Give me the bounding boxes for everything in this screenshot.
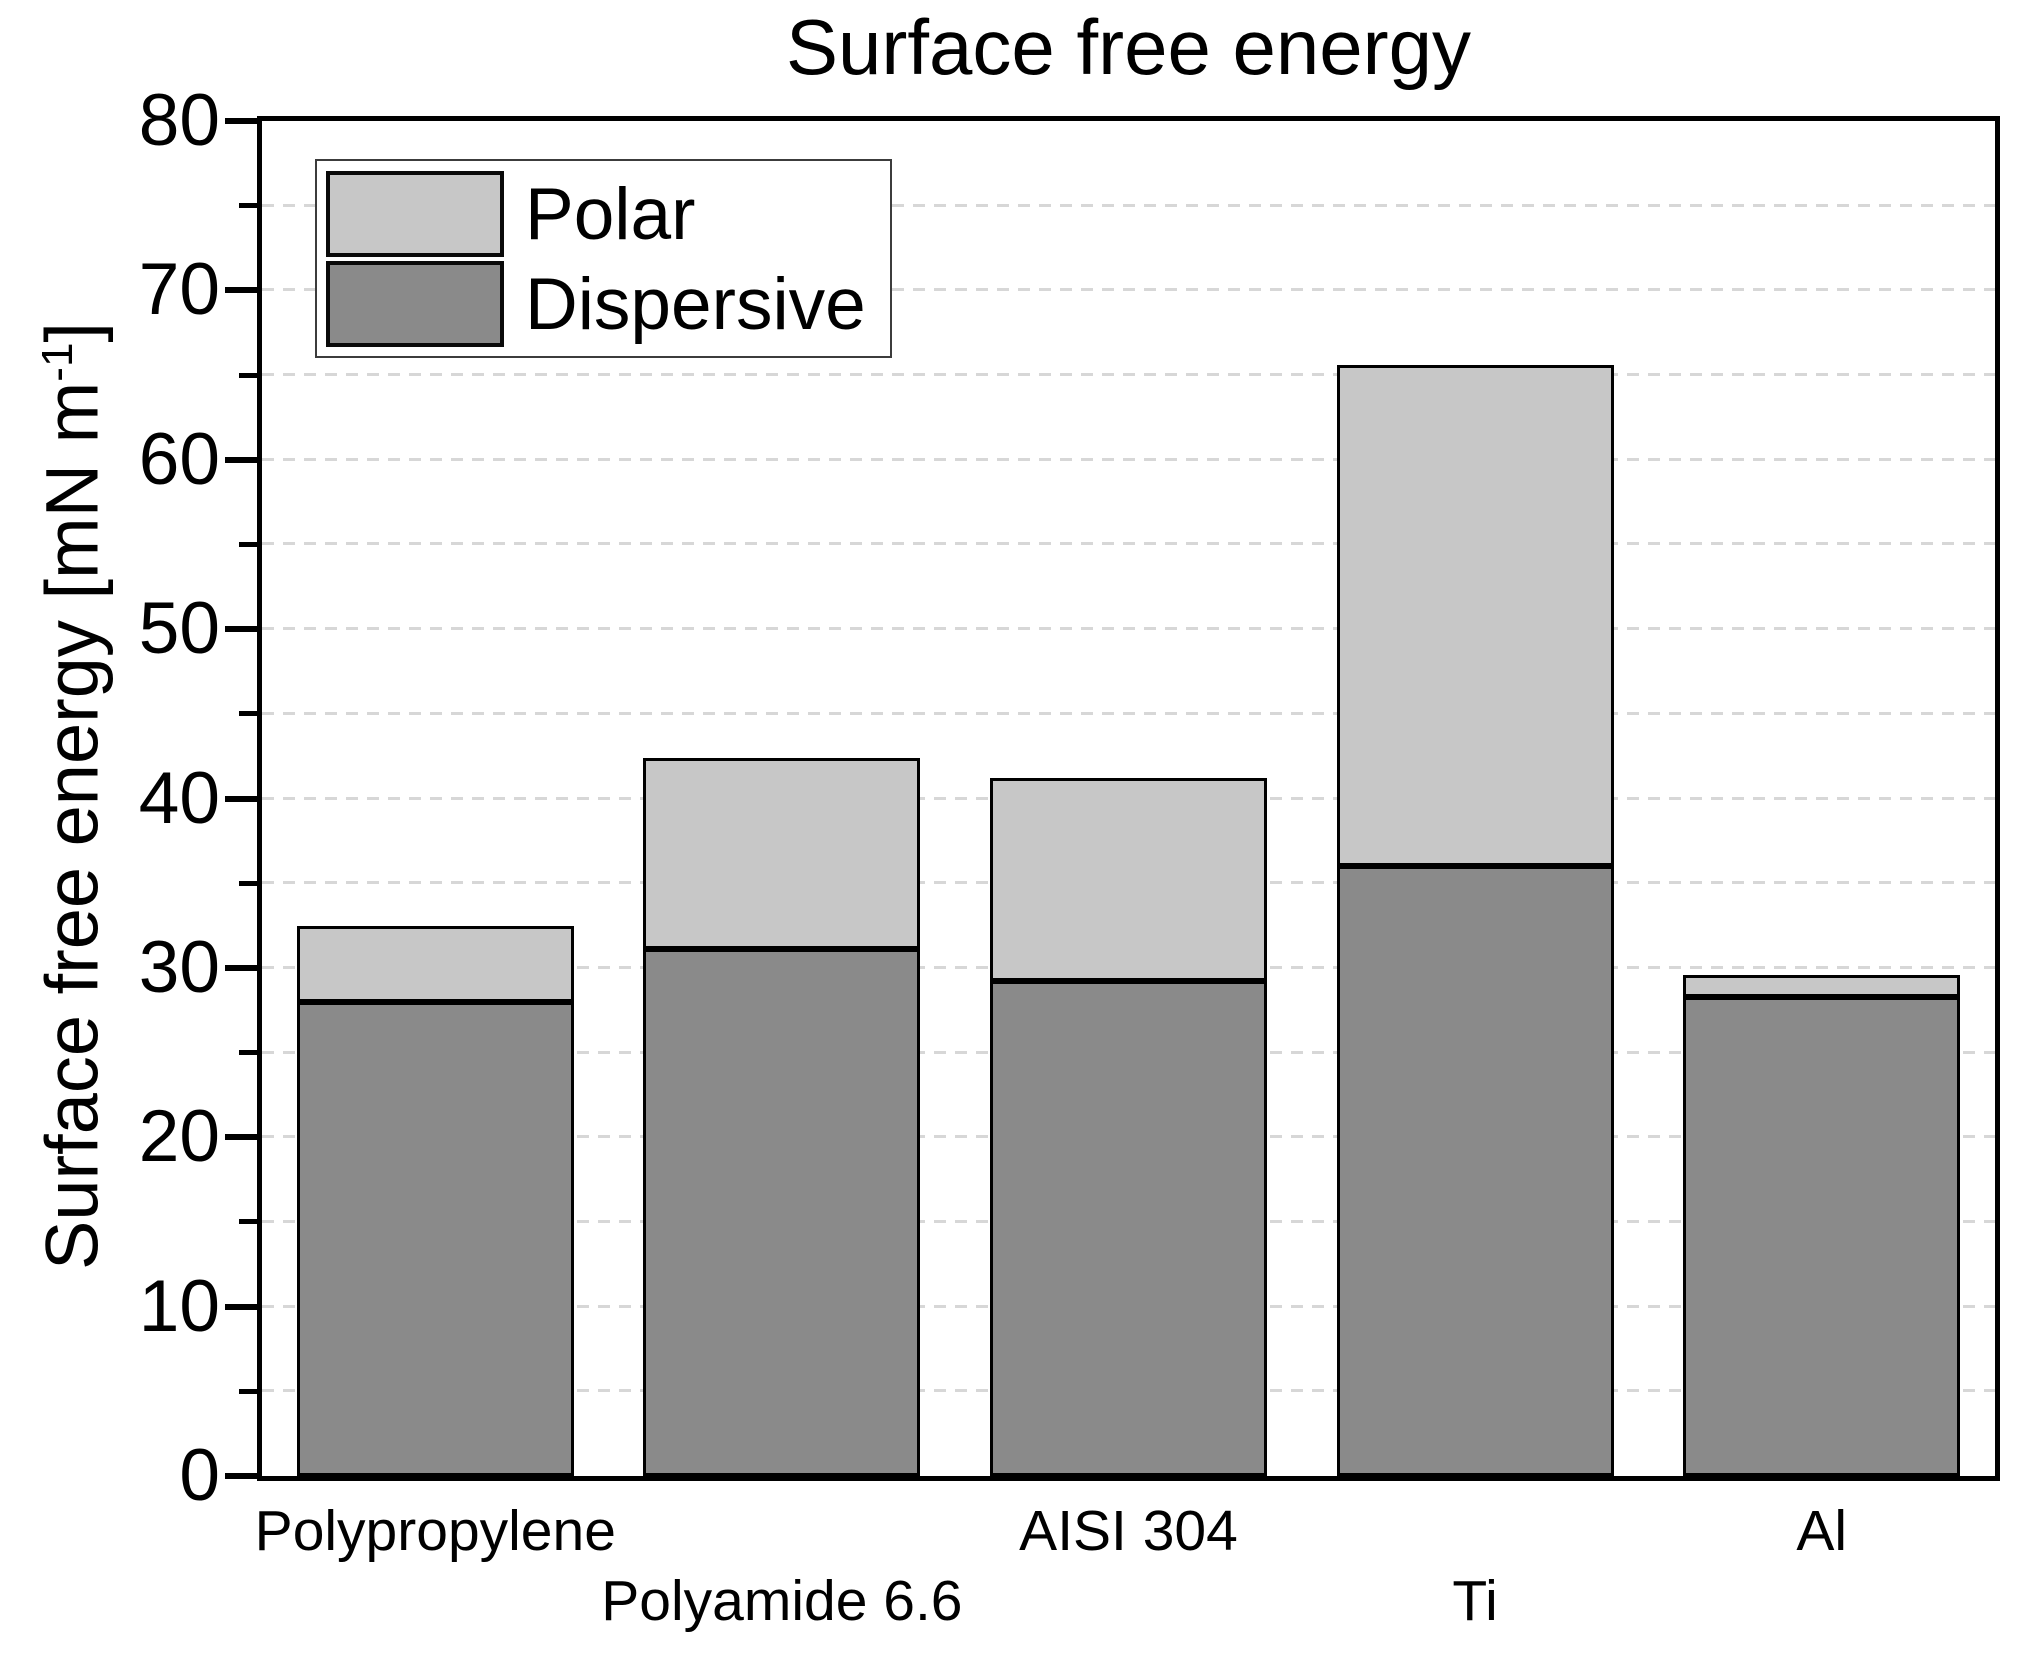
gridline [262,542,1995,546]
y-tick-label: 50 [138,588,220,670]
gridline [262,373,1995,377]
category-label: Polyamide 6.6 [601,1569,963,1633]
y-tick-label: 70 [138,249,220,331]
y-major-tick [225,287,257,294]
bar-segment-dispersive [643,949,920,1476]
legend-swatch-polar [326,171,504,257]
bar-segment-polar [1683,974,1960,997]
y-minor-tick [239,1219,257,1225]
y-major-tick [225,118,257,124]
y-minor-tick [239,203,257,209]
gridline [262,627,1995,631]
bar-segment-polar [1337,364,1614,867]
y-major-tick [225,456,257,463]
y-tick-label: 0 [179,1435,220,1516]
y-major-tick [225,795,257,802]
plot-area [257,116,2000,1481]
y-tick-label: 40 [138,757,220,839]
bar-segment-dispersive [297,1001,574,1476]
legend-swatch-dispersive [326,261,504,347]
bar-segment-dispersive [990,981,1267,1476]
y-minor-tick [239,880,257,886]
gridline [262,711,1995,715]
gridline [262,203,1995,207]
y-minor-tick [239,1050,257,1056]
y-tick-label: 60 [138,418,220,500]
legend-item: Dispersive [326,261,890,347]
gridline [262,457,1995,461]
y-axis-label-exponent: -1 [33,342,82,382]
gridline [262,288,1995,292]
y-minor-tick [239,711,257,717]
bar-segment-polar [297,925,574,1002]
y-major-tick [225,1134,257,1141]
y-tick-label: 30 [138,926,220,1008]
y-minor-tick [239,372,257,378]
bar-segment-dispersive [1683,996,1960,1476]
y-tick-label: 20 [138,1096,220,1178]
y-major-tick [225,1303,257,1310]
y-major-tick [225,1473,257,1479]
legend-item: Polar [326,171,890,257]
category-label: AISI 304 [1019,1499,1238,1563]
category-label: Al [1796,1499,1848,1563]
y-minor-tick [239,541,257,547]
legend-label: Polar [525,173,696,255]
chart-title: Surface free energy [785,3,1472,91]
bar-segment-polar [643,757,920,950]
category-label: Ti [1452,1569,1498,1633]
bar-segment-dispersive [1337,866,1614,1476]
y-major-tick [225,964,257,971]
y-major-tick [225,626,257,633]
legend: Polar Dispersive [315,159,892,358]
y-tick-label: 10 [138,1265,220,1347]
y-minor-tick [239,1388,257,1394]
y-tick-label: 80 [138,80,220,161]
bar-segment-polar [990,778,1267,982]
category-label: Polypropylene [254,1499,616,1563]
legend-label: Dispersive [525,263,866,345]
